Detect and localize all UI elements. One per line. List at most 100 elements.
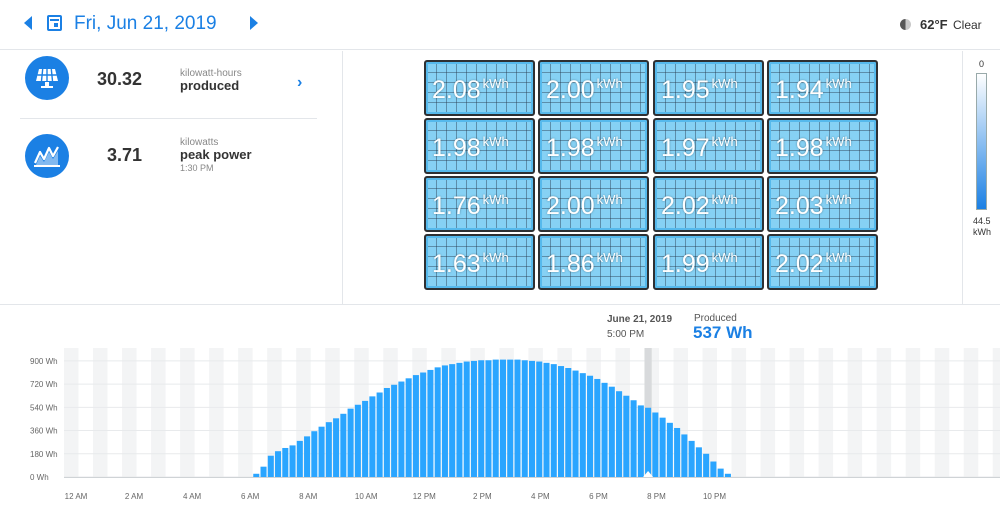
solar-panel[interactable]: 2.03 kWh: [767, 176, 878, 232]
bar[interactable]: [616, 391, 623, 477]
bar[interactable]: [383, 387, 390, 477]
bar[interactable]: [659, 417, 666, 477]
bar[interactable]: [674, 427, 681, 477]
bar[interactable]: [282, 447, 289, 477]
panel-energy-number: 2.02: [775, 250, 824, 278]
bar[interactable]: [260, 466, 267, 477]
bar[interactable]: [608, 386, 615, 477]
bar[interactable]: [557, 366, 565, 477]
bar[interactable]: [434, 367, 441, 477]
bar[interactable]: [369, 396, 376, 477]
scale-min: 0: [979, 59, 985, 69]
solar-panel[interactable]: 1.98 kWh: [424, 118, 535, 174]
solar-panel[interactable]: 2.00 kWh: [538, 60, 649, 116]
chevron-left-icon[interactable]: [24, 16, 32, 30]
bar[interactable]: [340, 413, 347, 477]
bar[interactable]: [347, 408, 354, 477]
bar[interactable]: [325, 422, 332, 477]
tooltip-time: 5:00 PM: [607, 329, 645, 340]
solar-panel[interactable]: 1.94 kWh: [767, 60, 878, 116]
bar[interactable]: [354, 404, 361, 477]
bar[interactable]: [565, 367, 572, 477]
bar[interactable]: [333, 418, 340, 477]
solar-panel[interactable]: 1.86 kWh: [538, 234, 649, 290]
bar[interactable]: [688, 440, 695, 477]
solar-panel[interactable]: 1.95 kWh: [653, 60, 764, 116]
bar[interactable]: [717, 468, 724, 477]
bar[interactable]: [695, 447, 702, 477]
bar[interactable]: [318, 426, 325, 477]
bar[interactable]: [521, 360, 528, 477]
bar[interactable]: [507, 359, 514, 477]
bar[interactable]: [311, 431, 318, 477]
bar[interactable]: [587, 375, 594, 477]
x-tick-label: 12 AM: [65, 492, 88, 501]
bar[interactable]: [536, 361, 543, 477]
solar-panel[interactable]: 1.98 kWh: [767, 118, 878, 174]
bar[interactable]: [724, 473, 731, 477]
bar[interactable]: [485, 360, 492, 477]
bar[interactable]: [449, 364, 456, 477]
grid-band: [934, 348, 950, 477]
solar-panel-icon: [25, 56, 69, 100]
production-chart[interactable]: 900 Wh 720 Wh 540 Wh 360 Wh 180 Wh 0 Wh 12 AM 2…: [0, 340, 1000, 509]
solar-panel[interactable]: 2.08 kWh: [424, 60, 535, 116]
bar[interactable]: [666, 422, 673, 477]
bar[interactable]: [579, 373, 586, 477]
bar[interactable]: [703, 453, 710, 477]
solar-panel[interactable]: 1.76 kWh: [424, 176, 535, 232]
bar[interactable]: [275, 451, 282, 477]
solar-panel[interactable]: 1.99 kWh: [653, 234, 764, 290]
bar[interactable]: [652, 412, 659, 478]
bar[interactable]: [710, 461, 717, 477]
bar[interactable]: [637, 405, 644, 477]
x-tick-label: 10 AM: [355, 492, 378, 501]
bar[interactable]: [528, 360, 536, 477]
bar[interactable]: [398, 381, 405, 477]
bar[interactable]: [267, 455, 274, 477]
panel-energy-unit: kWh: [711, 192, 738, 207]
chevron-right-icon[interactable]: ›: [297, 74, 303, 91]
bar[interactable]: [463, 361, 470, 477]
solar-panel[interactable]: 2.00 kWh: [538, 176, 649, 232]
panel-energy-unit: kWh: [825, 250, 852, 265]
bar[interactable]: [412, 375, 419, 477]
bar[interactable]: [572, 370, 579, 477]
bar[interactable]: [296, 440, 303, 477]
bar[interactable]: [456, 362, 463, 477]
bar[interactable]: [304, 436, 311, 477]
bar[interactable]: [623, 395, 630, 477]
solar-panel[interactable]: 2.02 kWh: [767, 234, 878, 290]
bar[interactable]: [601, 382, 608, 477]
bar[interactable]: [391, 384, 398, 477]
bar[interactable]: [543, 362, 550, 477]
bar[interactable]: [645, 407, 652, 477]
bar[interactable]: [405, 378, 412, 477]
solar-panel[interactable]: 1.63 kWh: [424, 234, 535, 290]
date-label[interactable]: Fri, Jun 21, 2019: [74, 13, 217, 34]
bar[interactable]: [376, 392, 383, 477]
bar[interactable]: [630, 400, 637, 477]
solar-panel[interactable]: 2.02 kWh: [653, 176, 764, 232]
tooltip-label: Produced: [694, 313, 737, 324]
bar[interactable]: [427, 369, 434, 477]
bar[interactable]: [420, 372, 427, 477]
solar-panel[interactable]: 1.98 kWh: [538, 118, 649, 174]
bar[interactable]: [594, 378, 601, 477]
bar[interactable]: [478, 360, 485, 477]
chevron-right-icon[interactable]: [250, 16, 258, 30]
bar[interactable]: [514, 359, 521, 477]
bar[interactable]: [362, 400, 369, 477]
bar[interactable]: [289, 445, 296, 477]
bar[interactable]: [253, 473, 260, 477]
calendar-icon[interactable]: [47, 15, 62, 31]
bar[interactable]: [681, 434, 688, 477]
solar-panel[interactable]: 1.97 kWh: [653, 118, 764, 174]
bar[interactable]: [550, 364, 557, 477]
panel-energy-value: 2.02 kWh: [775, 250, 852, 279]
bar[interactable]: [499, 359, 507, 477]
bar[interactable]: [470, 360, 477, 477]
bar[interactable]: [492, 359, 499, 477]
bar[interactable]: [441, 365, 448, 477]
y-tick-label: 720 Wh: [30, 380, 58, 389]
